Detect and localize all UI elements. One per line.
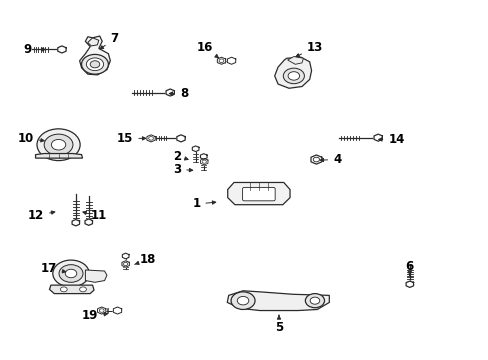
Text: 17: 17 bbox=[41, 262, 66, 275]
Circle shape bbox=[148, 136, 153, 140]
Text: 4: 4 bbox=[320, 153, 341, 166]
Polygon shape bbox=[192, 146, 199, 152]
Polygon shape bbox=[310, 155, 321, 164]
Circle shape bbox=[53, 260, 89, 287]
Circle shape bbox=[305, 294, 324, 308]
Polygon shape bbox=[80, 36, 110, 75]
FancyBboxPatch shape bbox=[242, 188, 275, 201]
Circle shape bbox=[313, 157, 319, 162]
Text: 19: 19 bbox=[82, 309, 107, 322]
Polygon shape bbox=[49, 285, 94, 294]
Text: 11: 11 bbox=[83, 210, 106, 222]
Polygon shape bbox=[85, 219, 92, 225]
Text: 10: 10 bbox=[18, 132, 44, 145]
Circle shape bbox=[37, 129, 80, 161]
Circle shape bbox=[231, 292, 255, 310]
Circle shape bbox=[237, 296, 248, 305]
Text: 7: 7 bbox=[100, 32, 118, 49]
Polygon shape bbox=[227, 291, 328, 311]
Text: 18: 18 bbox=[134, 253, 156, 266]
Polygon shape bbox=[113, 307, 122, 314]
Circle shape bbox=[309, 297, 319, 304]
Text: 12: 12 bbox=[28, 210, 55, 222]
Circle shape bbox=[80, 287, 86, 292]
Polygon shape bbox=[58, 46, 66, 53]
Polygon shape bbox=[405, 281, 413, 287]
Polygon shape bbox=[227, 183, 289, 205]
Polygon shape bbox=[85, 270, 107, 282]
Circle shape bbox=[59, 265, 83, 282]
Polygon shape bbox=[200, 154, 206, 159]
Circle shape bbox=[81, 54, 108, 74]
Text: 16: 16 bbox=[197, 41, 218, 58]
Polygon shape bbox=[227, 57, 235, 64]
Circle shape bbox=[90, 61, 100, 68]
Circle shape bbox=[44, 134, 73, 155]
Text: 15: 15 bbox=[117, 132, 145, 145]
Text: 8: 8 bbox=[169, 87, 188, 100]
Polygon shape bbox=[200, 158, 207, 165]
Text: 1: 1 bbox=[192, 198, 215, 211]
Polygon shape bbox=[36, 154, 82, 158]
Polygon shape bbox=[177, 135, 185, 142]
Polygon shape bbox=[72, 220, 80, 226]
Circle shape bbox=[287, 72, 299, 80]
Circle shape bbox=[202, 160, 206, 163]
Text: 6: 6 bbox=[405, 260, 413, 276]
Circle shape bbox=[99, 309, 104, 312]
Polygon shape bbox=[217, 57, 225, 64]
Circle shape bbox=[86, 58, 103, 71]
Text: 5: 5 bbox=[274, 315, 283, 334]
Text: 14: 14 bbox=[378, 133, 404, 146]
Polygon shape bbox=[88, 38, 99, 46]
Circle shape bbox=[61, 287, 67, 292]
Text: 3: 3 bbox=[173, 163, 192, 176]
Text: 13: 13 bbox=[295, 41, 323, 57]
Polygon shape bbox=[166, 89, 174, 96]
Polygon shape bbox=[373, 134, 382, 141]
Circle shape bbox=[51, 139, 65, 150]
Polygon shape bbox=[97, 307, 105, 314]
Polygon shape bbox=[122, 261, 129, 267]
Circle shape bbox=[123, 262, 127, 266]
Circle shape bbox=[219, 59, 224, 63]
Polygon shape bbox=[274, 57, 311, 88]
Polygon shape bbox=[287, 57, 303, 64]
Text: 2: 2 bbox=[173, 149, 188, 162]
Polygon shape bbox=[146, 135, 155, 142]
Polygon shape bbox=[122, 253, 129, 259]
Circle shape bbox=[65, 269, 77, 278]
Text: 9: 9 bbox=[23, 43, 45, 56]
Circle shape bbox=[283, 68, 304, 84]
